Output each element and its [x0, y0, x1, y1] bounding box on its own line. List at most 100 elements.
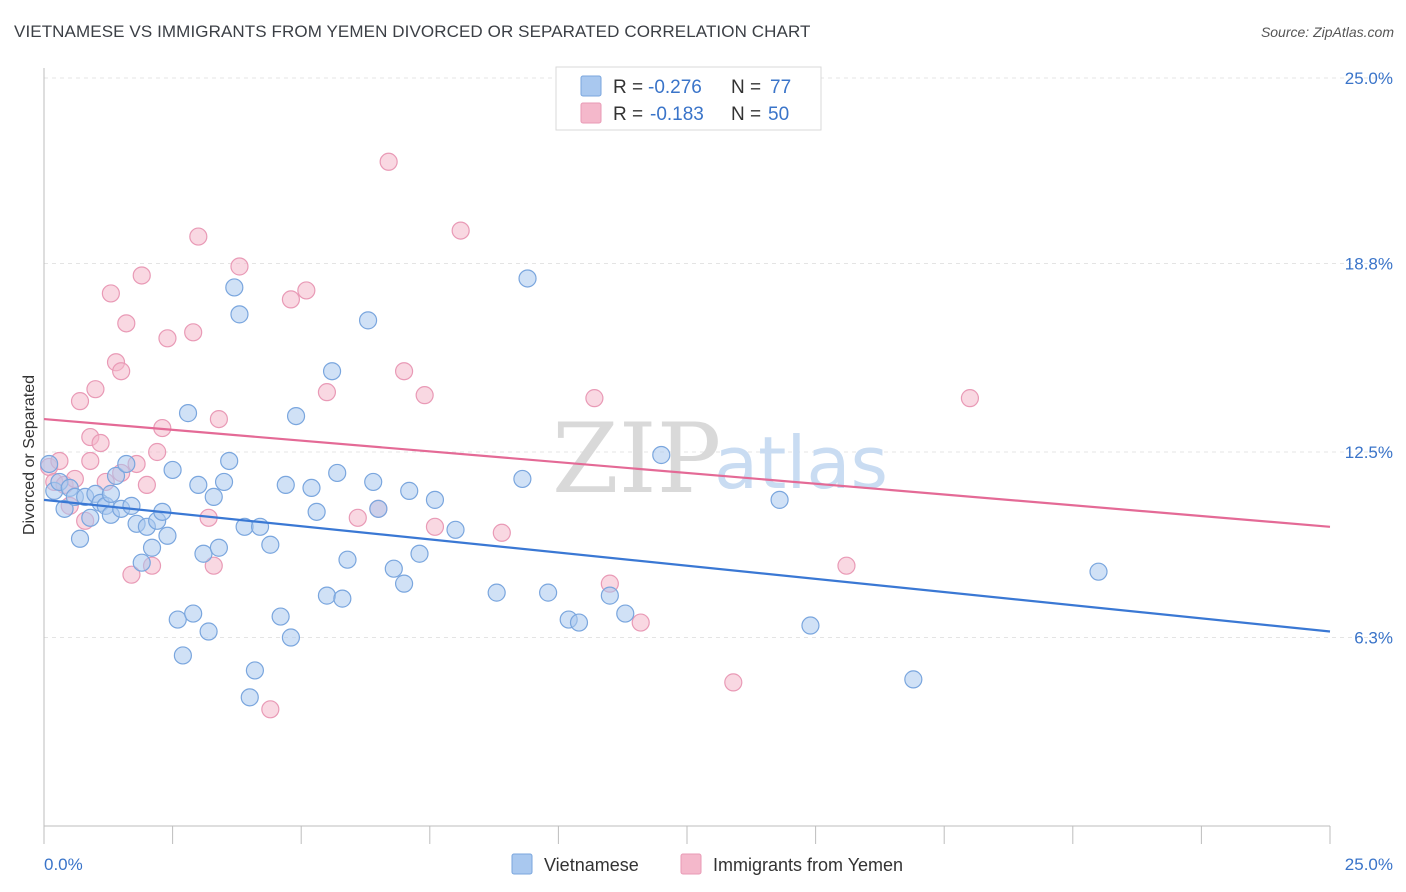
bottom-legend-swatch-vietnamese: [511, 853, 533, 875]
bottom-legend-vietnamese: Vietnamese: [544, 855, 639, 875]
vietnamese-point: [117, 454, 136, 474]
chart-title: VIETNAMESE VS IMMIGRANTS FROM YEMEN DIVO…: [14, 22, 811, 41]
yemen-point: [189, 227, 208, 246]
legend-n-label-1: N =: [731, 104, 761, 125]
y-axis-label: Divorced or Separated: [21, 375, 38, 535]
yemen-point: [81, 451, 100, 471]
vietnamese-point: [770, 490, 789, 509]
vietnamese-point: [513, 469, 532, 489]
vietnamese-point: [400, 481, 419, 500]
vietnamese-point: [132, 553, 151, 572]
bottom-legend: Vietnamese Immigrants from Yemen: [511, 853, 903, 875]
vietnamese-point: [81, 508, 100, 527]
vietnamese-point: [384, 559, 403, 578]
legend-swatch-vietnamese: [580, 75, 602, 97]
yemen-point: [451, 221, 470, 240]
vietnamese-point: [240, 688, 259, 707]
legend-swatch-yemen: [580, 102, 602, 124]
vietnamese-point: [328, 463, 347, 483]
vietnamese-point: [286, 406, 306, 426]
yemen-point: [348, 508, 367, 527]
yemen-point: [148, 442, 167, 462]
yemen-point: [91, 433, 110, 453]
y-tick-label: 25.0%: [1345, 69, 1393, 88]
vietnamese-point: [40, 454, 59, 474]
yemen-point: [209, 409, 228, 429]
yemen-point: [122, 565, 141, 584]
vietnamese-point: [333, 589, 352, 608]
grid-lines: [44, 77, 1392, 639]
vietnamese-point: [214, 472, 234, 492]
vietnamese-point: [163, 460, 182, 480]
yemen-point: [297, 281, 316, 300]
trend-lines: [43, 417, 1331, 633]
legend-r-value-1: -0.183: [650, 104, 704, 125]
vietnamese-point: [194, 544, 213, 563]
vietnamese-point: [569, 613, 589, 632]
vietnamese-point: [189, 475, 208, 495]
yemen-point: [261, 700, 280, 719]
yemen-point: [631, 613, 650, 632]
vietnamese-point: [487, 583, 506, 602]
vietnamese-point: [158, 526, 177, 545]
yemen-point: [137, 475, 156, 495]
vietnamese-point: [307, 502, 326, 521]
yemen-point: [492, 523, 511, 542]
vietnamese-point: [220, 451, 239, 471]
yemen-point: [117, 314, 136, 333]
yemen-point: [70, 392, 90, 411]
vietnamese-point: [600, 586, 619, 605]
yemen-point: [960, 389, 980, 408]
vietnamese-point: [322, 362, 342, 381]
vietnamese-point: [446, 520, 465, 539]
legend-r-value-0: -0.276: [648, 77, 702, 98]
vietnamese-point: [281, 628, 301, 647]
yemen-point: [132, 266, 151, 285]
vietnamese-point: [302, 478, 321, 498]
watermark: ZIP atlas: [552, 403, 888, 515]
yemen-point: [86, 380, 105, 399]
watermark-zip: ZIP: [552, 403, 721, 515]
vietnamese-point: [410, 544, 429, 563]
yemen-point: [415, 386, 434, 405]
vietnamese-point: [616, 604, 635, 623]
vietnamese-point: [1089, 562, 1108, 581]
vietnamese-point: [338, 550, 357, 569]
legend-r-label-1: R =: [613, 104, 643, 125]
yemen-point: [281, 290, 301, 309]
vietnamese-point: [364, 472, 383, 492]
vietnamese-point: [106, 466, 126, 486]
vietnamese-point: [184, 604, 203, 623]
legend: R = -0.276 N = 77 R = -0.183 N = 50: [555, 66, 822, 131]
yemen-point: [317, 383, 337, 402]
bottom-legend-yemen: Immigrants from Yemen: [713, 855, 903, 875]
vietnamese-point: [209, 538, 228, 557]
vietnamese-point: [276, 475, 295, 495]
legend-r-label-0: R =: [613, 77, 643, 98]
vietnamese-point: [801, 616, 820, 635]
vietnamese-point: [142, 538, 162, 557]
legend-n-value-0: 77: [770, 77, 791, 98]
vietnamese-point: [178, 404, 198, 423]
vietnamese-point: [122, 496, 141, 515]
watermark-atlas: atlas: [714, 421, 888, 505]
vietnamese-point: [101, 484, 120, 503]
vietnamese-point: [369, 499, 388, 518]
yemen-point: [379, 152, 398, 171]
vietnamese-point: [204, 487, 223, 506]
x-tick-label: 0.0%: [44, 855, 83, 874]
vietnamese-point: [271, 607, 290, 626]
tick-labels: 6.3% 12.5% 18.8% 25.0% 0.0% 25.0%: [44, 69, 1393, 874]
yemen-point: [585, 389, 604, 408]
vietnamese-point: [425, 490, 445, 509]
yemen-point: [837, 556, 856, 575]
yemen-point: [184, 323, 203, 342]
x-tick-label: 25.0%: [1345, 855, 1393, 874]
yemen-point: [724, 673, 743, 692]
vietnamese-point: [317, 586, 337, 605]
vietnamese-point: [904, 670, 923, 689]
vietnamese-point: [70, 529, 90, 548]
legend-n-label-0: N =: [731, 77, 761, 98]
vietnamese-point: [245, 661, 265, 680]
